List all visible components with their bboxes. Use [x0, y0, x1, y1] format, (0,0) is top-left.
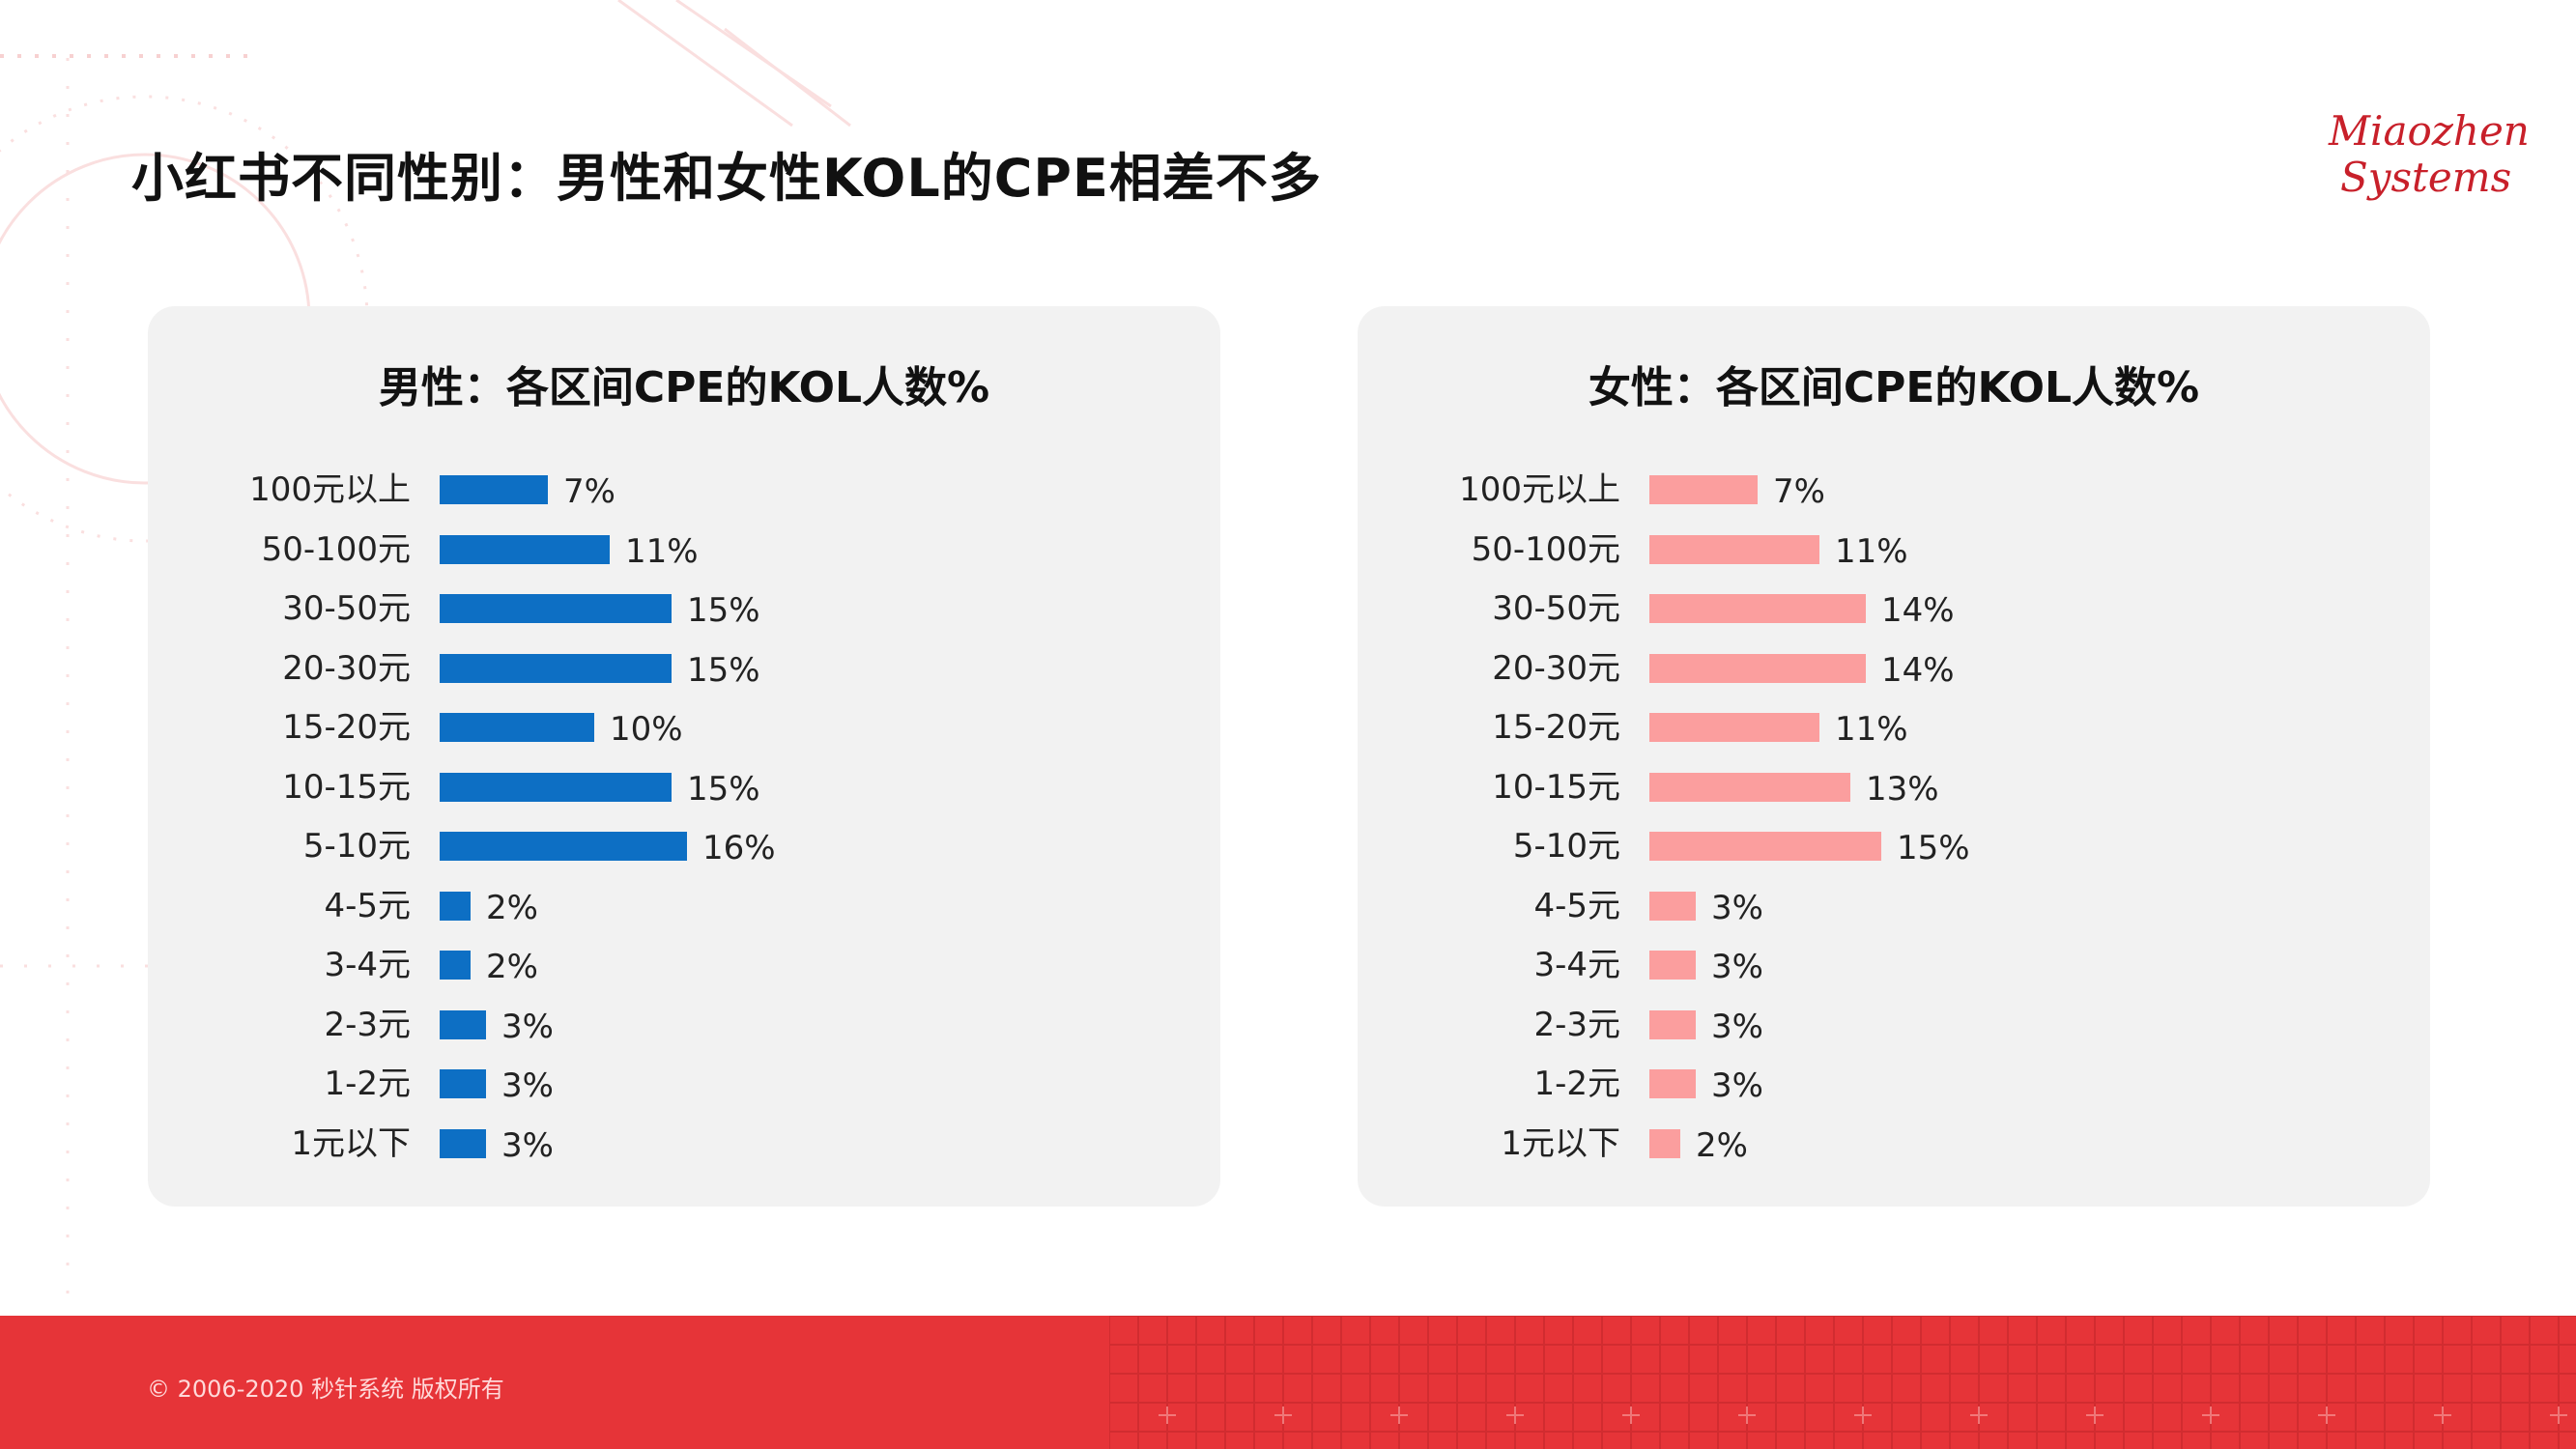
female-value-label: 7% — [1773, 472, 1825, 511]
female-bar — [1649, 772, 1850, 802]
female-chart-panel: 女性：各区间CPE的KOL人数% 100元以上 7% 50-100元 11% 30-50… — [1358, 306, 2430, 1207]
male-category-label: 50-100元 — [261, 529, 411, 569]
female-bar — [1649, 832, 1881, 861]
male-bar — [440, 1069, 486, 1098]
female-bar — [1649, 1069, 1696, 1098]
male-bar — [440, 832, 687, 861]
male-category-label: 2-3元 — [324, 1005, 411, 1044]
male-bar — [440, 653, 672, 683]
female-value-label: 13% — [1866, 769, 1939, 809]
female-value-label: 11% — [1835, 531, 1908, 571]
male-category-label: 15-20元 — [282, 708, 411, 747]
female-value-label: 14% — [1881, 591, 1955, 630]
male-bar — [440, 951, 471, 980]
page-title: 小红书不同性别：男性和女性KOL的CPE相差不多 — [131, 148, 1322, 209]
male-value-label: 15% — [687, 650, 760, 690]
male-category-label: 20-30元 — [282, 648, 411, 688]
male-value-label: 10% — [610, 710, 683, 749]
male-bar — [440, 594, 672, 623]
male-category-label: 10-15元 — [282, 767, 411, 807]
male-category-label: 5-10元 — [302, 827, 411, 866]
male-bar — [440, 1009, 486, 1039]
female-category-label: 15-20元 — [1492, 708, 1620, 747]
female-bar — [1649, 891, 1696, 921]
male-value-label: 3% — [501, 1125, 554, 1165]
male-category-label: 3-4元 — [324, 946, 411, 984]
male-value-label: 3% — [501, 1007, 554, 1046]
female-value-label: 3% — [1711, 1066, 1763, 1105]
female-category-label: 20-30元 — [1492, 648, 1620, 688]
male-bar — [440, 534, 610, 564]
male-value-label: 16% — [702, 829, 776, 867]
female-bar — [1649, 594, 1866, 623]
female-bar — [1649, 713, 1819, 742]
female-value-label: 15% — [1897, 829, 1970, 867]
male-bar — [440, 772, 672, 802]
male-bar — [440, 891, 471, 921]
female-value-label: 2% — [1696, 1125, 1748, 1165]
male-bar — [440, 713, 594, 742]
female-category-label: 10-15元 — [1492, 767, 1620, 807]
male-value-label: 11% — [625, 531, 699, 571]
logo-line-1: Miaozhen — [2329, 107, 2530, 155]
female-category-label: 100元以上 — [1459, 470, 1620, 509]
female-bar — [1649, 534, 1819, 564]
male-value-label: 15% — [687, 591, 760, 630]
copyright-text: © 2006-2020 秒针系统 版权所有 — [147, 1376, 504, 1403]
female-category-label: 2-3元 — [1533, 1005, 1620, 1044]
male-category-label: 1-2元 — [324, 1065, 411, 1103]
female-bar — [1649, 475, 1758, 504]
female-value-label: 3% — [1711, 888, 1763, 927]
male-category-label: 1元以下 — [291, 1123, 411, 1163]
male-bar — [440, 475, 548, 504]
logo-line-2: Systems — [2340, 154, 2512, 201]
male-category-label: 100元以上 — [249, 470, 411, 509]
male-chart-title: 男性：各区间CPE的KOL人数% — [378, 363, 990, 412]
female-bar — [1649, 951, 1696, 980]
male-value-label: 2% — [486, 888, 538, 927]
female-category-label: 3-4元 — [1533, 946, 1620, 984]
male-value-label: 7% — [563, 472, 615, 511]
female-value-label: 14% — [1881, 650, 1955, 690]
female-bar — [1649, 1009, 1696, 1039]
miaozhen-logo: Miaozhen Systems — [2329, 107, 2530, 201]
female-category-label: 4-5元 — [1533, 886, 1620, 925]
male-value-label: 15% — [687, 769, 760, 809]
female-value-label: 11% — [1835, 710, 1908, 749]
male-category-label: 4-5元 — [324, 886, 411, 925]
male-chart-panel: 男性：各区间CPE的KOL人数% 100元以上 7% 50-100元 11% 30-50… — [148, 306, 1220, 1207]
female-category-label: 30-50元 — [1492, 589, 1620, 628]
male-category-label: 30-50元 — [282, 589, 411, 628]
male-value-label: 2% — [486, 948, 538, 986]
female-category-label: 1元以下 — [1501, 1123, 1620, 1163]
footer-grid-pattern — [1109, 1316, 2576, 1449]
female-category-label: 1-2元 — [1533, 1065, 1620, 1103]
male-bar — [440, 1128, 486, 1158]
female-category-label: 50-100元 — [1471, 529, 1620, 569]
female-value-label: 3% — [1711, 948, 1763, 986]
male-value-label: 3% — [501, 1066, 554, 1105]
female-value-label: 3% — [1711, 1007, 1763, 1046]
female-bar — [1649, 653, 1866, 683]
female-bar — [1649, 1128, 1680, 1158]
female-chart-title: 女性：各区间CPE的KOL人数% — [1588, 363, 2200, 412]
footer-band — [0, 1316, 2576, 1449]
female-category-label: 5-10元 — [1512, 827, 1620, 866]
